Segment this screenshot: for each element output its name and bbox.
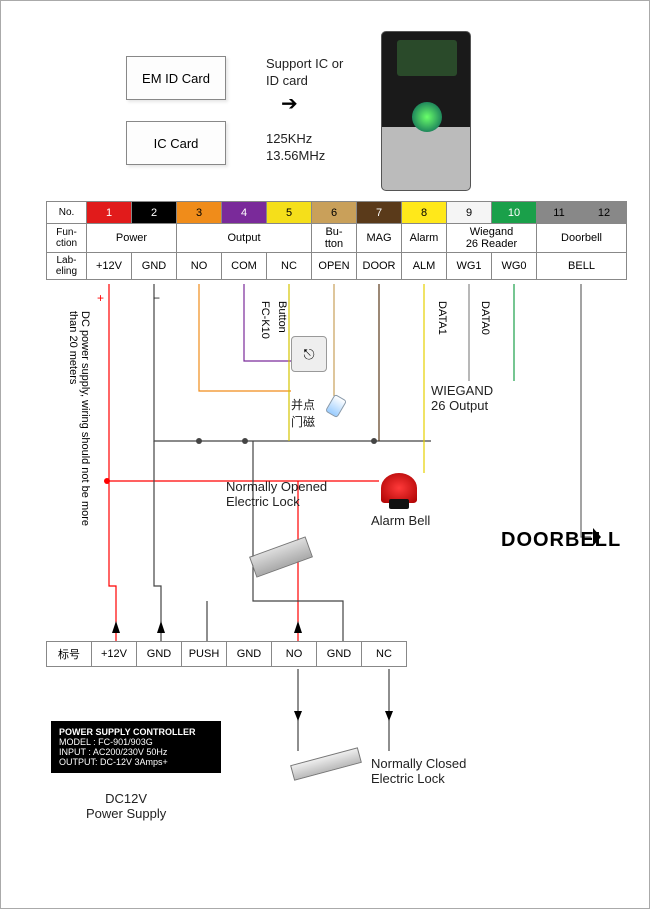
- alarm-bell-icon: [381, 473, 417, 503]
- door-sensor-icon: [325, 394, 347, 418]
- pinout-table: No.123456789101112Fun-ctionPowerOutputBu…: [46, 201, 627, 280]
- dc-power-note: DC power supply, wiring should not be mo…: [67, 311, 91, 526]
- minus-sign: −: [153, 291, 160, 305]
- support-line1: Support IC or: [266, 56, 343, 71]
- fck10-label: FC-K10: [259, 301, 271, 339]
- alarm-bell-label: Alarm Bell: [371, 513, 430, 528]
- exit-button-icon: ⎋: [291, 336, 327, 372]
- doorbell-label: DOORBELL: [501, 529, 621, 552]
- psu-label-block: POWER SUPPLY CONTROLLER MODEL : FC-901/9…: [51, 721, 221, 773]
- menci-label: 门磁: [291, 413, 315, 430]
- plus-sign: +: [97, 291, 104, 305]
- support-line2: ID card: [266, 73, 308, 88]
- data1-label: DATA1: [436, 301, 448, 335]
- nc-lock-label: Normally Closed Electric Lock: [371, 756, 466, 786]
- freq1: 125KHz: [266, 131, 312, 146]
- arrow-icon: ➔: [281, 91, 298, 116]
- bingdian-label: 并点: [291, 396, 315, 413]
- em-id-card: EM ID Card: [126, 56, 226, 100]
- no-lock-label: Normally Opened Electric Lock: [226, 479, 327, 509]
- dc12v-label: DC12V Power Supply: [86, 791, 166, 821]
- freq2: 13.56MHz: [266, 148, 325, 163]
- button-label: Button: [276, 301, 288, 333]
- wiegand-label: WIEGAND 26 Output: [431, 383, 493, 413]
- no-lock-icon: [249, 536, 313, 577]
- nc-lock-icon: [290, 747, 362, 781]
- reader-device: [381, 31, 471, 191]
- wiring-diagram: EM ID Card IC Card Support IC or ID card…: [0, 0, 650, 909]
- lower-pinout-table: 标号+12VGNDPUSHGNDNOGNDNC: [46, 641, 407, 667]
- ic-card: IC Card: [126, 121, 226, 165]
- data0-label: DATA0: [479, 301, 491, 335]
